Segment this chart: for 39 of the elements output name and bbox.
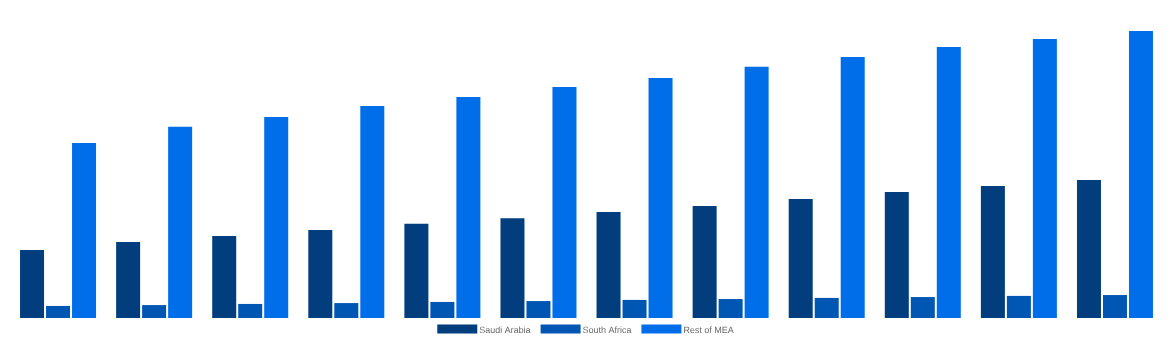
bar — [884, 192, 909, 318]
bar — [1128, 31, 1153, 318]
bar — [788, 198, 813, 318]
bar — [1076, 179, 1101, 318]
bar — [814, 297, 839, 318]
bar — [692, 206, 717, 318]
bar — [264, 117, 289, 318]
bar — [910, 297, 935, 318]
bar — [718, 299, 743, 318]
bar — [238, 303, 263, 318]
bar — [360, 105, 385, 318]
bar — [168, 126, 193, 318]
bar — [980, 185, 1005, 318]
bar — [334, 303, 359, 318]
bar — [622, 299, 647, 318]
bar — [456, 97, 481, 318]
bar — [46, 305, 71, 318]
bar — [1006, 295, 1031, 318]
bar — [596, 212, 621, 318]
bar — [526, 301, 551, 318]
bar — [552, 86, 577, 318]
legend-label: South Africa — [583, 326, 632, 334]
bar — [1032, 39, 1057, 318]
bar — [142, 305, 167, 318]
bar — [648, 78, 673, 318]
bar — [1102, 295, 1127, 318]
bar — [936, 47, 961, 318]
bar — [308, 229, 333, 318]
bar — [72, 142, 97, 318]
bar — [430, 301, 455, 318]
bar — [116, 241, 141, 318]
bar — [404, 223, 429, 318]
bar — [500, 218, 525, 318]
bar — [744, 66, 769, 318]
legend-label: Saudi Arabia — [479, 326, 531, 334]
legend-label: Rest of MEA — [684, 326, 734, 334]
bar — [840, 57, 865, 318]
bar — [20, 249, 45, 318]
bar — [212, 235, 237, 318]
